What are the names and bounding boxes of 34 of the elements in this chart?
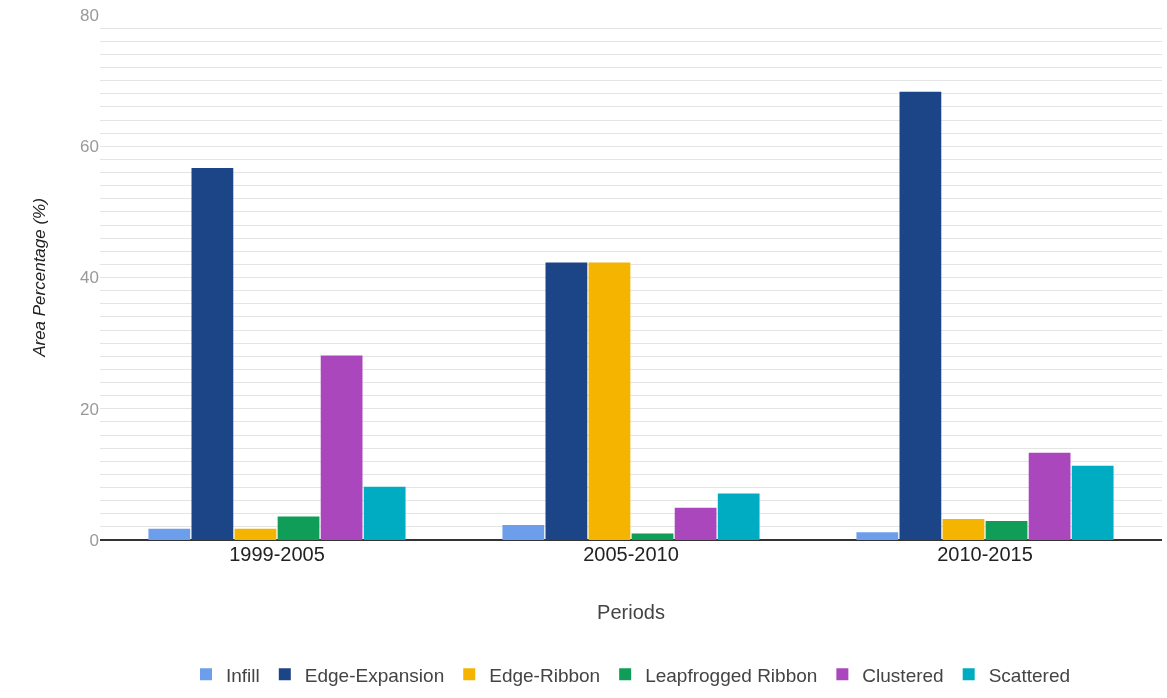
bar <box>363 486 406 540</box>
legend-label: Edge-Ribbon <box>489 664 601 686</box>
bar <box>277 516 320 540</box>
x-tick-label: 2005-2010 <box>583 543 679 565</box>
bar <box>1071 465 1114 540</box>
legend-label: Leapfrogged Ribbon <box>645 664 818 686</box>
bar <box>856 532 899 540</box>
bar <box>545 262 588 540</box>
x-axis-title: Periods <box>597 600 665 623</box>
x-tick-label: 1999-2005 <box>229 543 325 565</box>
bar <box>899 91 942 540</box>
bar <box>942 519 985 540</box>
bar <box>631 533 674 540</box>
legend-label: Scattered <box>988 664 1071 686</box>
bar <box>588 262 631 540</box>
bar <box>985 520 1028 540</box>
legend-label: Clustered <box>862 664 944 686</box>
bar <box>502 524 545 540</box>
y-tick-label: 20 <box>80 399 99 419</box>
y-axis-title: Area Percentage (%) <box>29 198 49 358</box>
legend-label: Edge-Expansion <box>304 664 445 686</box>
bar <box>320 355 363 540</box>
bar <box>674 507 717 540</box>
bar <box>234 528 277 540</box>
y-tick-label: 40 <box>80 268 99 288</box>
bar <box>717 493 760 540</box>
bar <box>148 528 191 540</box>
y-tick-label: 0 <box>89 530 99 550</box>
bar <box>191 167 234 540</box>
y-tick-label: 80 <box>80 5 99 25</box>
y-tick-label: 60 <box>80 137 99 157</box>
legend-label: Infill <box>226 664 260 686</box>
bar <box>1028 452 1071 540</box>
x-tick-label: 2010-2015 <box>937 543 1033 565</box>
